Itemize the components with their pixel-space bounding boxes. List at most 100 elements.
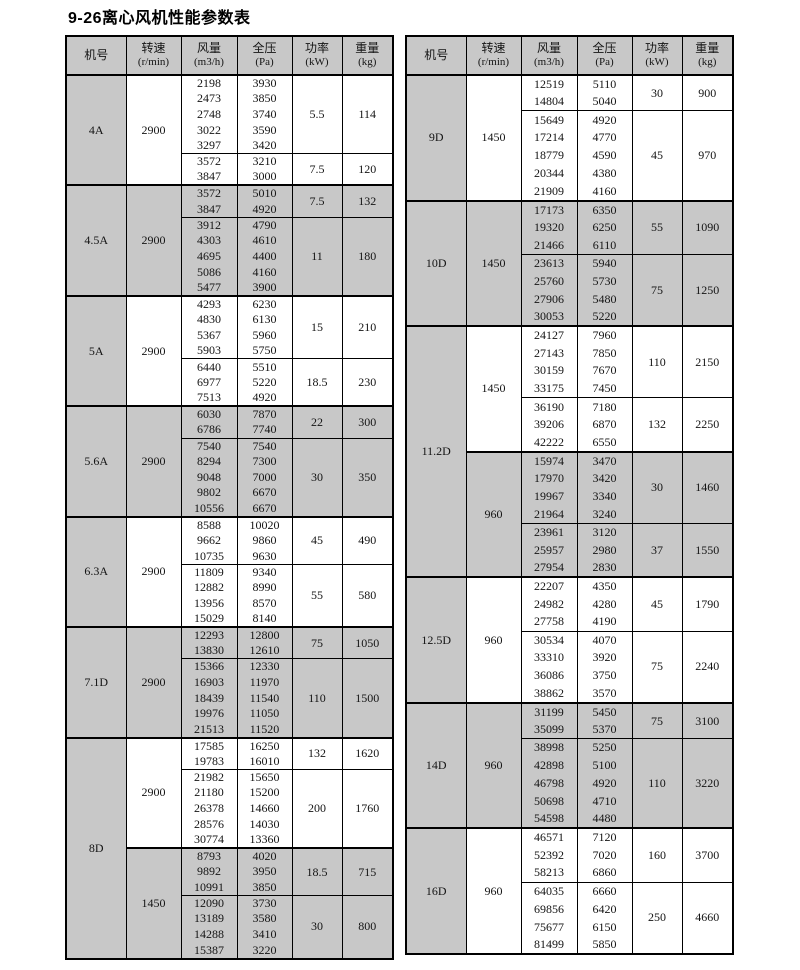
flow-cell: 27143 <box>520 344 577 362</box>
pressure-cell: 5450 <box>576 701 632 721</box>
flow-cell: 21982 <box>180 768 237 785</box>
header-unit: (kW) <box>645 56 669 69</box>
table-row: 12882 8990 <box>66 579 393 596</box>
pressure-cell: 7020 <box>576 846 632 865</box>
table-row: 13830 12610 <box>66 643 393 659</box>
pressure-cell: 3950 <box>236 864 292 880</box>
table-row: 7540 7540 30 350 <box>66 437 393 517</box>
col-header-model: 机号 <box>405 36 466 76</box>
flow-cell: 24982 <box>520 595 577 614</box>
table-body-right: 9D 1450 12519 5110 30 900 14804 5040 15649 4920 45… <box>405 75 733 954</box>
power-cell: 45 <box>631 576 682 632</box>
table-row: 25760 5730 <box>406 272 733 291</box>
weight-cell: 120 <box>341 153 393 186</box>
pressure-cell: 7870 <box>236 405 292 423</box>
flow-cell: 13956 <box>180 595 237 612</box>
model-cell: 6.3A <box>65 515 126 628</box>
table-row: 69856 6420 <box>406 900 733 919</box>
power-cell: 160 <box>631 827 682 883</box>
table-row: 6977 5220 <box>66 374 393 391</box>
pressure-cell: 6870 <box>576 415 632 434</box>
pressure-cell: 7850 <box>576 344 632 362</box>
table-row: 9D 1450 12519 5110 30 900 <box>405 75 733 201</box>
table-row: 9662 9860 <box>66 532 393 549</box>
pressure-cell: 6670 <box>236 500 292 517</box>
pressure-cell: 7740 <box>236 422 292 438</box>
flow-cell: 15366 <box>180 658 237 675</box>
table-header-left: 机号 转速 (r/min) 风量 (m3/h) 全压 (Pa) 功率 (kW) 重量 (k… <box>65 36 393 76</box>
table-row: 15649 4920 45 970 <box>406 110 733 201</box>
table-row: 42898 5100 <box>406 756 733 775</box>
flow-cell: 3847 <box>180 169 237 186</box>
pressure-cell: 12610 <box>236 643 292 659</box>
pressure-cell: 3920 <box>576 649 632 667</box>
pressure-cell: 14660 <box>236 800 292 817</box>
pressure-cell: 11520 <box>236 721 292 738</box>
flow-cell: 4695 <box>180 248 237 265</box>
table-row: 28576 14030 <box>66 816 393 833</box>
pressure-cell: 4710 <box>576 792 632 811</box>
model-cell: 14D <box>405 701 466 829</box>
pressure-cell: 6150 <box>576 918 632 936</box>
power-cell: 37 <box>631 522 682 578</box>
pressure-cell: 7300 <box>236 453 292 470</box>
flow-cell: 19967 <box>520 487 577 506</box>
pressure-cell: 6350 <box>576 199 632 219</box>
flow-cell: 30534 <box>520 630 577 649</box>
power-cell: 110 <box>631 738 682 829</box>
header-label: 功率 <box>304 41 329 56</box>
power-cell: 75 <box>631 701 682 739</box>
pressure-cell: 10020 <box>236 515 292 533</box>
col-header-weight: 重量 (kg) <box>681 36 733 76</box>
power-cell: 75 <box>631 253 682 327</box>
weight-cell: 350 <box>341 437 393 517</box>
pressure-cell: 7180 <box>576 397 632 416</box>
pressure-cell: 3210 <box>236 153 292 170</box>
table-row: 10735 9630 <box>66 548 393 565</box>
flow-cell: 38998 <box>520 738 577 757</box>
flow-cell: 50698 <box>520 792 577 811</box>
flow-cell: 75677 <box>520 918 577 936</box>
weight-cell: 580 <box>341 563 393 628</box>
pressure-cell: 3850 <box>236 879 292 896</box>
pressure-cell: 9340 <box>236 563 292 580</box>
pressure-cell: 15200 <box>236 785 292 801</box>
table-row: 4.5A 2900 3572 5010 7.5 132 <box>65 184 393 296</box>
pressure-cell: 6420 <box>576 900 632 919</box>
table-row: 19967 3340 <box>406 487 733 506</box>
table-row: 18779 4590 <box>406 146 733 165</box>
weight-cell: 490 <box>341 515 393 565</box>
pressure-cell: 4480 <box>576 810 632 829</box>
weight-cell: 1250 <box>681 253 733 327</box>
flow-cell: 2198 <box>180 75 237 91</box>
col-header-flow: 风量 (m3/h) <box>520 36 577 76</box>
pressure-cell: 4920 <box>576 774 632 793</box>
col-header-speed: 转速 (r/min) <box>465 36 521 76</box>
flow-cell: 8793 <box>180 847 237 865</box>
table-row: 24982 4280 <box>406 595 733 614</box>
pressure-cell: 5040 <box>576 92 632 111</box>
power-cell: 5.5 <box>291 75 342 154</box>
weight-cell: 114 <box>341 75 393 154</box>
fan-table-right: 机号 转速 (r/min) 风量 (m3/h) 全压 (Pa) 功率 (kW) 重量 (k… <box>405 35 734 955</box>
flow-cell: 2748 <box>180 106 237 123</box>
table-row: 2748 3740 <box>66 106 393 123</box>
power-cell: 18.5 <box>291 358 342 407</box>
pressure-cell: 4020 <box>236 847 292 865</box>
pressure-cell: 4400 <box>236 248 292 265</box>
header-unit: (r/min) <box>137 56 170 69</box>
flow-cell: 27906 <box>520 290 577 309</box>
pressure-cell: 5480 <box>576 290 632 309</box>
table-row: 3912 4790 11 180 <box>66 216 393 296</box>
speed-cell: 1450 <box>125 847 181 959</box>
table-row: 23613 5940 75 1250 <box>406 253 733 327</box>
flow-cell: 17173 <box>520 199 577 219</box>
header-label: 转速 <box>141 41 166 56</box>
flow-cell: 21964 <box>520 505 577 524</box>
pressure-cell: 11540 <box>236 690 292 706</box>
pressure-cell: 6110 <box>576 236 632 255</box>
flow-cell: 6786 <box>180 422 237 438</box>
weight-cell: 3100 <box>681 701 733 739</box>
flow-cell: 38862 <box>520 684 577 703</box>
pressure-cell: 5960 <box>236 327 292 344</box>
